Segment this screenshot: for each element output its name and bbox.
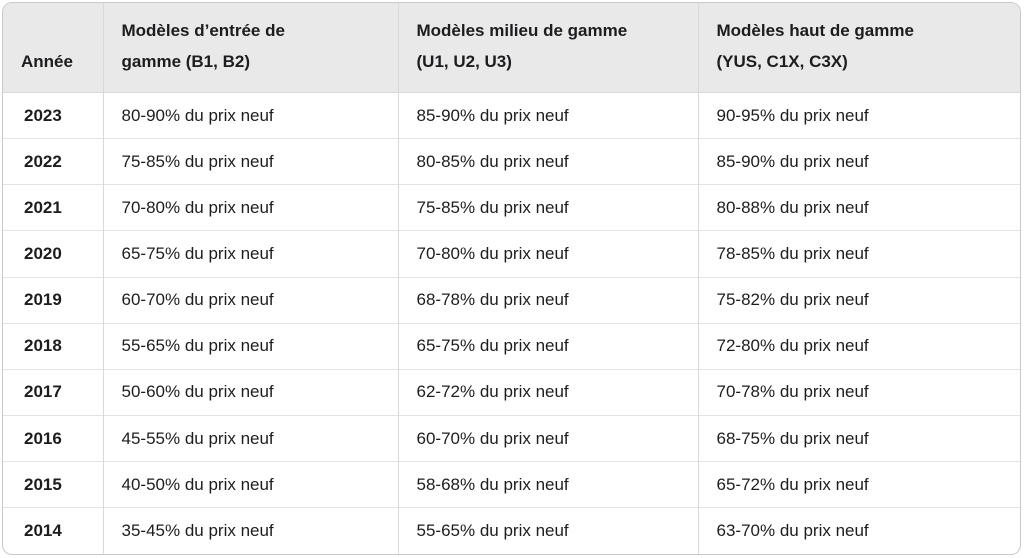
value-cell: 70-80% du prix neuf [397, 230, 698, 278]
table-header: Année Modèles d’entrée de gamme (B1, B2)… [3, 3, 1020, 93]
value-cell: 60-70% du prix neuf [397, 414, 698, 462]
value-cell: 40-50% du prix neuf [102, 461, 398, 508]
table-row: 2017 50-60% du prix neuf 62-72% du prix ne… [3, 368, 1020, 416]
year-cell: 2016 [3, 414, 103, 462]
value-cell: 75-85% du prix neuf [102, 138, 398, 185]
year-cell: 2014 [3, 507, 103, 554]
value-cell: 45-55% du prix neuf [102, 414, 398, 462]
year-cell: 2019 [3, 276, 103, 324]
table-row: 2015 40-50% du prix neuf 58-68% du prix ne… [3, 461, 1020, 508]
value-cell: 70-78% du prix neuf [697, 368, 1020, 416]
value-cell: 78-85% du prix neuf [697, 230, 1020, 278]
value-cell: 80-90% du prix neuf [102, 91, 398, 139]
value-cell: 68-75% du prix neuf [697, 414, 1020, 462]
year-cell: 2017 [3, 368, 103, 416]
value-cell: 80-88% du prix neuf [697, 184, 1020, 231]
value-cell: 65-75% du prix neuf [102, 230, 398, 278]
table-row: 2019 60-70% du prix neuf 68-78% du prix ne… [3, 276, 1020, 324]
value-cell: 55-65% du prix neuf [102, 322, 398, 370]
year-cell: 2022 [3, 138, 103, 185]
value-cell: 63-70% du prix neuf [697, 507, 1020, 554]
value-cell: 35-45% du prix neuf [102, 507, 398, 554]
header-cell-entree-de-gamme: Modèles d’entrée de gamme (B1, B2) [102, 3, 398, 93]
header-cell-haut-de-gamme: Modèles haut de gamme (YUS, C1X, C3X) [697, 3, 1020, 93]
table-body: 2023 80-90% du prix neuf 85-90% du prix ne… [3, 91, 1020, 554]
value-cell: 65-75% du prix neuf [397, 322, 698, 370]
header-label-line1: Modèles milieu de gamme [416, 21, 628, 40]
header-row: Année Modèles d’entrée de gamme (B1, B2)… [3, 3, 1020, 93]
value-cell: 85-90% du prix neuf [397, 91, 698, 139]
header-cell-milieu-de-gamme: Modèles milieu de gamme (U1, U2, U3) [397, 3, 698, 93]
year-cell: 2018 [3, 322, 103, 370]
value-cell: 50-60% du prix neuf [102, 368, 398, 416]
header-label-line1: Modèles d’entrée de [121, 21, 285, 40]
value-cell: 75-82% du prix neuf [697, 276, 1020, 324]
table-row: 2020 65-75% du prix neuf 70-80% du prix ne… [3, 230, 1020, 278]
value-cell: 72-80% du prix neuf [697, 322, 1020, 370]
year-cell: 2020 [3, 230, 103, 278]
table-row: 2018 55-65% du prix neuf 65-75% du prix ne… [3, 322, 1020, 370]
value-cell: 70-80% du prix neuf [102, 184, 398, 231]
table-row: 2023 80-90% du prix neuf 85-90% du prix ne… [3, 91, 1020, 139]
header-label-line2: gamme (B1, B2) [121, 52, 250, 71]
value-cell: 55-65% du prix neuf [397, 507, 698, 554]
value-cell: 68-78% du prix neuf [397, 276, 698, 324]
value-cell: 75-85% du prix neuf [397, 184, 698, 231]
year-cell: 2023 [3, 91, 103, 139]
table-row: 2016 45-55% du prix neuf 60-70% du prix ne… [3, 414, 1020, 462]
header-label-line2: (YUS, C1X, C3X) [716, 52, 848, 71]
value-cell: 80-85% du prix neuf [397, 138, 698, 185]
year-cell: 2015 [3, 461, 103, 508]
value-cell: 62-72% du prix neuf [397, 368, 698, 416]
data-table: Année Modèles d’entrée de gamme (B1, B2)… [3, 3, 1020, 554]
value-cell: 65-72% du prix neuf [697, 461, 1020, 508]
header-label-line2: (U1, U2, U3) [416, 52, 512, 71]
year-cell: 2021 [3, 184, 103, 231]
header-label-line1: Modèles haut de gamme [716, 21, 914, 40]
table-row: 2021 70-80% du prix neuf 75-85% du prix ne… [3, 184, 1020, 231]
table-row: 2022 75-85% du prix neuf 80-85% du prix ne… [3, 138, 1020, 185]
value-cell: 58-68% du prix neuf [397, 461, 698, 508]
value-cell: 90-95% du prix neuf [697, 91, 1020, 139]
value-cell: 85-90% du prix neuf [697, 138, 1020, 185]
value-cell: 60-70% du prix neuf [102, 276, 398, 324]
table-row: 2014 35-45% du prix neuf 55-65% du prix ne… [3, 507, 1020, 554]
header-label: Année [21, 52, 73, 71]
header-cell-annee: Année [3, 3, 103, 93]
